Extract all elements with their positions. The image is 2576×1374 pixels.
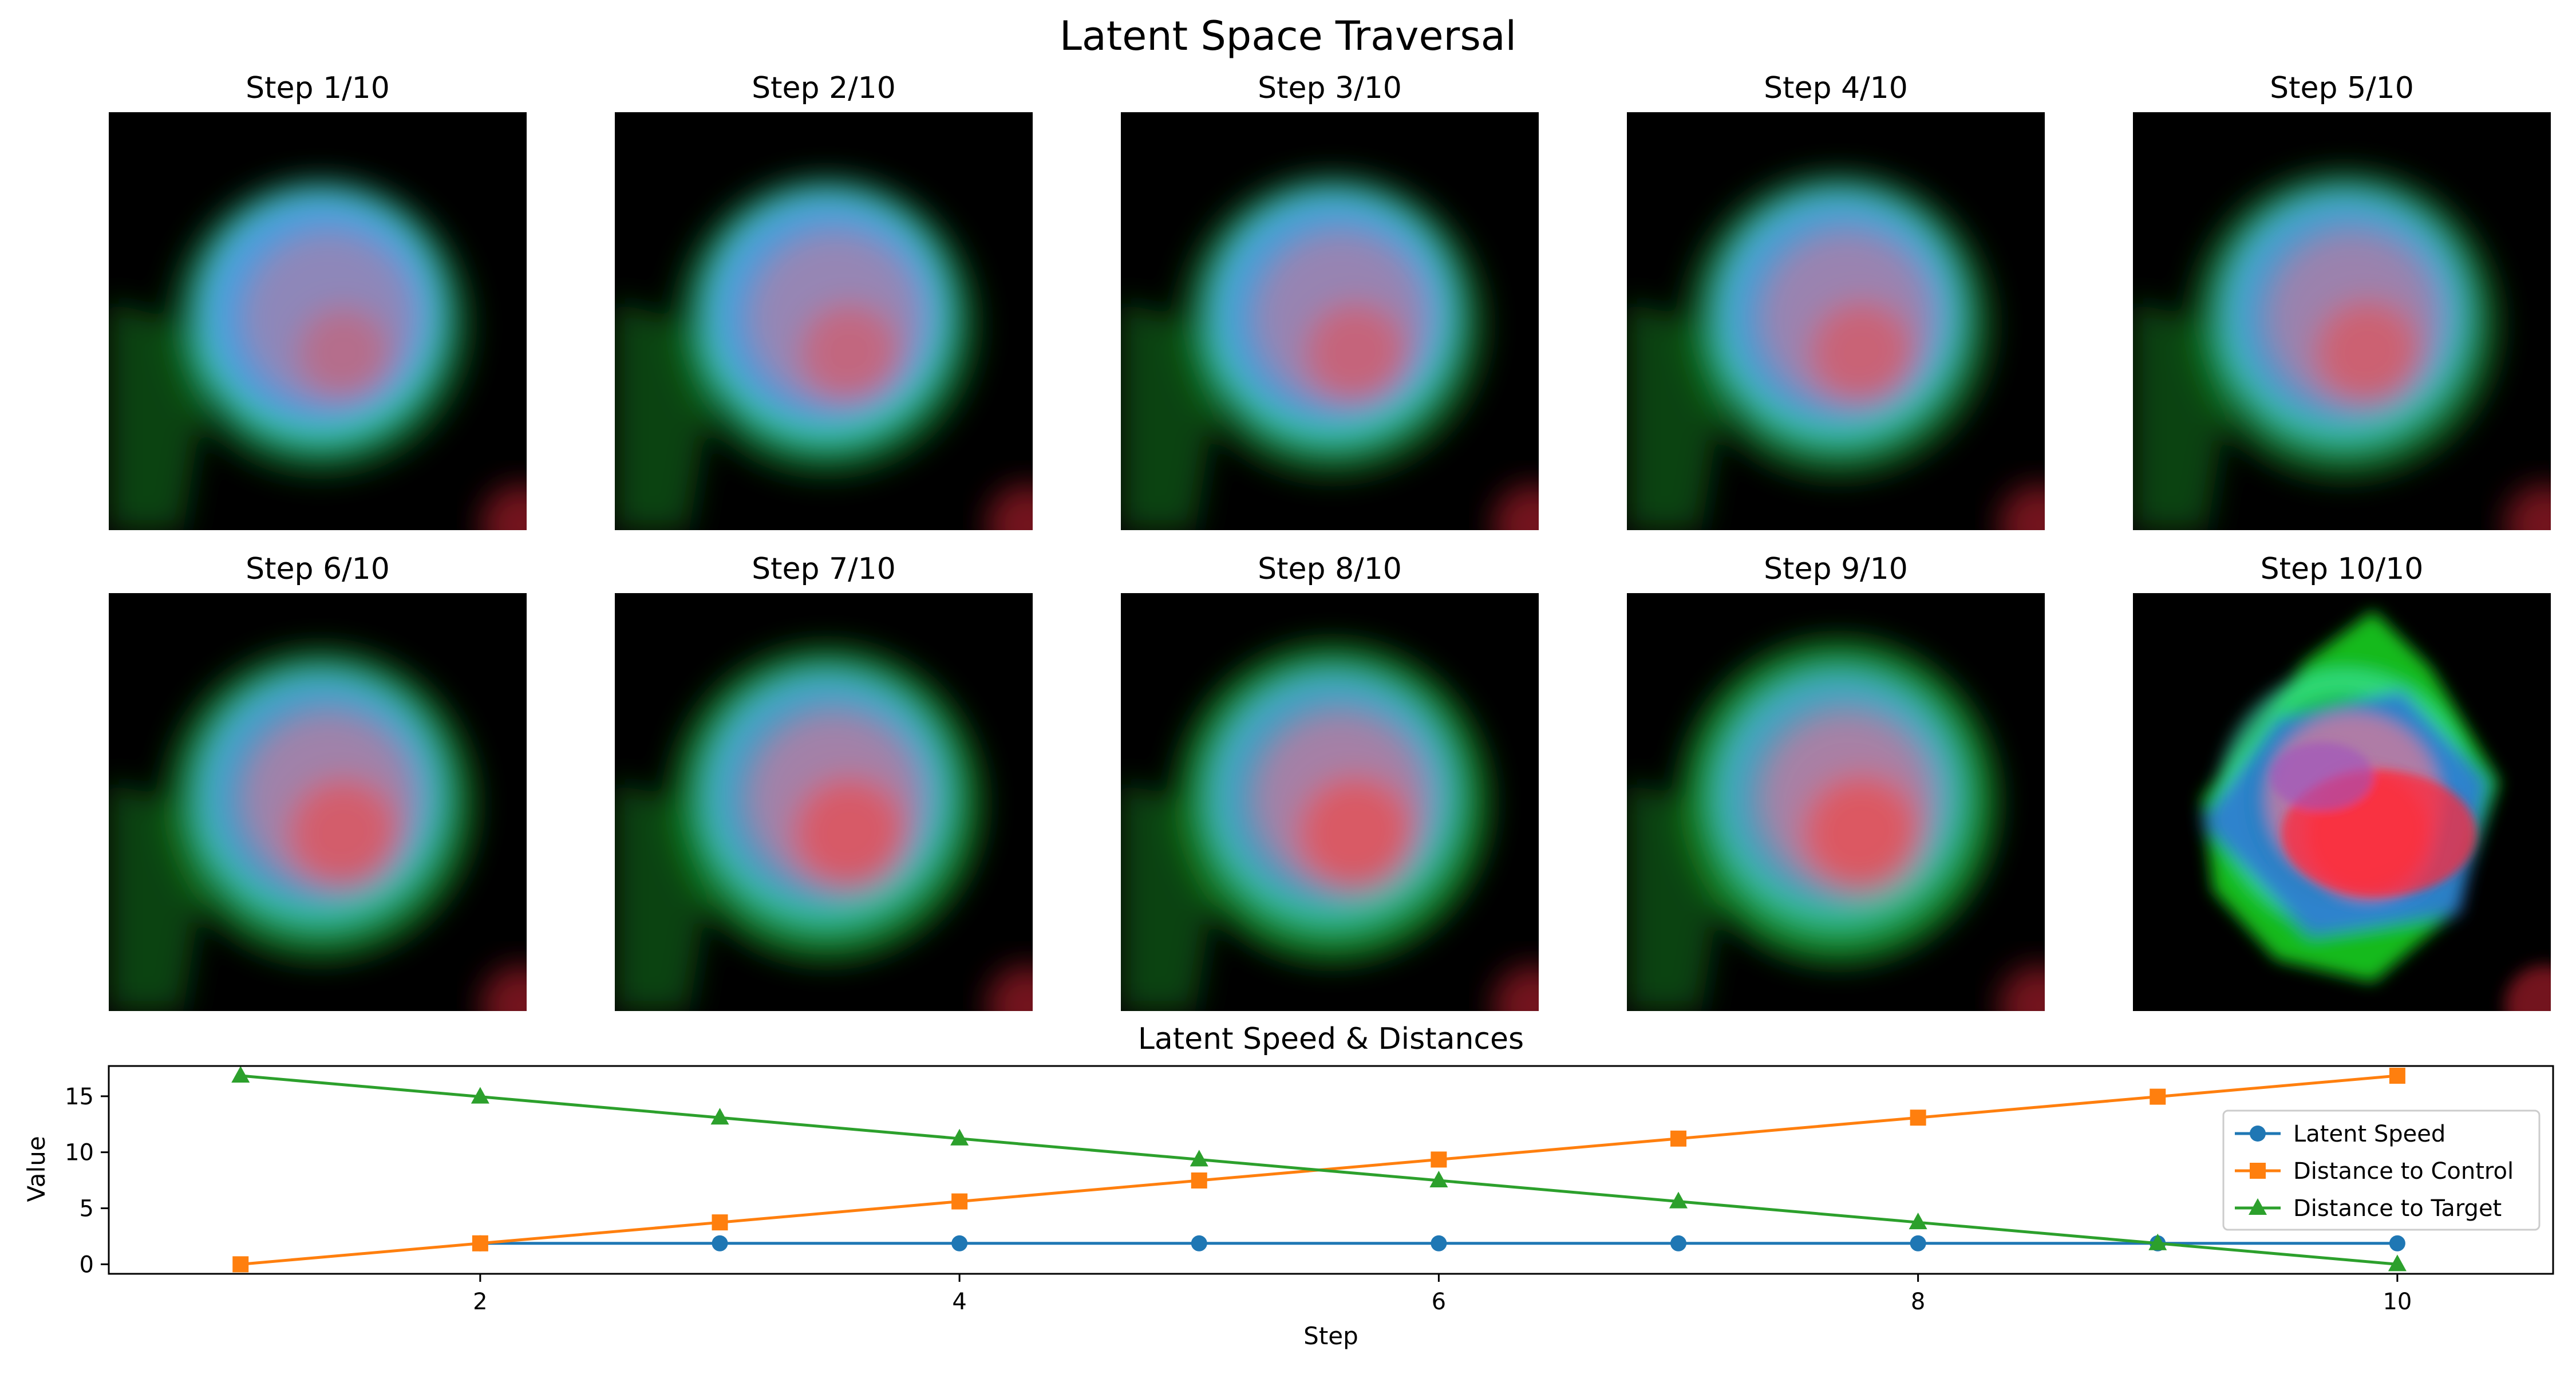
chart-legend: Latent Speed Distance to Control Distance …	[2222, 1110, 2541, 1231]
data-point	[1910, 1235, 1926, 1251]
panel-title: Step 7/10	[752, 552, 896, 586]
legend-label: Distance to Control	[2293, 1158, 2514, 1185]
data-point	[1431, 1151, 1447, 1168]
legend-item: Latent Speed	[2235, 1121, 2445, 1147]
panel-title: Step 6/10	[246, 552, 390, 586]
data-point	[1429, 1170, 1448, 1187]
data-point	[471, 1087, 489, 1104]
cell-image	[2133, 112, 2551, 530]
cell-image	[109, 112, 527, 530]
data-point	[1431, 1235, 1447, 1251]
x-tick-label: 4	[952, 1289, 966, 1315]
panel-title: Step 3/10	[1258, 71, 1402, 105]
data-point	[1910, 1110, 1926, 1126]
data-point	[1191, 1235, 1207, 1251]
panel-title: Step 10/10	[2260, 552, 2424, 586]
legend-marker	[2250, 1163, 2266, 1179]
traversal-image	[109, 112, 527, 530]
y-tick-label: 15	[65, 1084, 94, 1110]
data-point	[232, 1256, 249, 1273]
panel-title: Step 9/10	[1764, 552, 1908, 586]
x-tick-label: 2	[473, 1289, 487, 1315]
chart-title: Latent Speed & Distances	[1138, 1022, 1524, 1056]
panel-title: Step 1/10	[246, 71, 390, 105]
data-point	[1191, 1172, 1207, 1189]
legend-item: Distance to Target	[2235, 1195, 2502, 1222]
data-point	[472, 1235, 488, 1251]
legend-marker	[2249, 1198, 2267, 1215]
data-point	[712, 1235, 728, 1251]
x-axis-label: Step	[1303, 1322, 1358, 1350]
data-point	[2389, 1068, 2405, 1084]
x-tick-label: 10	[2383, 1289, 2412, 1315]
cell-image	[615, 593, 1033, 1011]
cell-image	[109, 593, 527, 1011]
panel-title: Step 8/10	[1258, 552, 1402, 586]
traversal-image	[2133, 112, 2551, 530]
data-point	[2148, 1233, 2167, 1250]
y-tick-label: 5	[80, 1196, 94, 1222]
cell-image	[2133, 593, 2551, 1011]
data-point	[1190, 1150, 1208, 1167]
panel-title: Step 4/10	[1764, 71, 1908, 105]
data-point	[231, 1066, 250, 1083]
data-point	[2389, 1235, 2405, 1251]
data-point	[710, 1108, 729, 1125]
traversal-image	[1627, 112, 2045, 530]
legend-marker	[2250, 1126, 2266, 1142]
traversal-image	[2133, 593, 2551, 1011]
figure-title: Latent Space Traversal	[1059, 13, 1517, 60]
data-point	[951, 1235, 968, 1251]
data-point	[2388, 1254, 2407, 1272]
data-point	[2150, 1088, 2166, 1105]
panel-title: Step 5/10	[2270, 71, 2414, 105]
y-tick-label: 10	[65, 1140, 94, 1166]
data-point	[1670, 1235, 1687, 1251]
panel-title: Step 2/10	[752, 71, 896, 105]
data-point	[951, 1193, 968, 1210]
traversal-image	[1121, 593, 1539, 1011]
traversal-image	[615, 112, 1033, 530]
x-tick-label: 6	[1432, 1289, 1446, 1315]
cell-image	[1121, 593, 1539, 1011]
traversal-image	[615, 593, 1033, 1011]
x-tick-label: 8	[1911, 1289, 1925, 1315]
traversal-image	[1627, 593, 2045, 1011]
data-point	[950, 1128, 969, 1146]
data-point	[1909, 1213, 1927, 1230]
data-point	[1670, 1130, 1687, 1147]
traversal-image	[109, 593, 527, 1011]
data-point	[1669, 1191, 1688, 1209]
data-point	[712, 1214, 728, 1231]
y-tick-label: 0	[80, 1251, 94, 1278]
cell-image	[1121, 112, 1539, 530]
plot-area	[108, 1065, 2554, 1275]
y-axis-label: Value	[22, 1136, 50, 1202]
traversal-image	[1121, 112, 1539, 530]
legend-label: Latent Speed	[2293, 1121, 2445, 1147]
legend-label: Distance to Target	[2293, 1195, 2502, 1222]
series-line	[240, 1074, 2398, 1266]
cell-image	[1627, 593, 2045, 1011]
legend-item: Distance to Control	[2235, 1158, 2514, 1185]
cell-image	[1627, 112, 2045, 530]
cell-image	[615, 112, 1033, 530]
